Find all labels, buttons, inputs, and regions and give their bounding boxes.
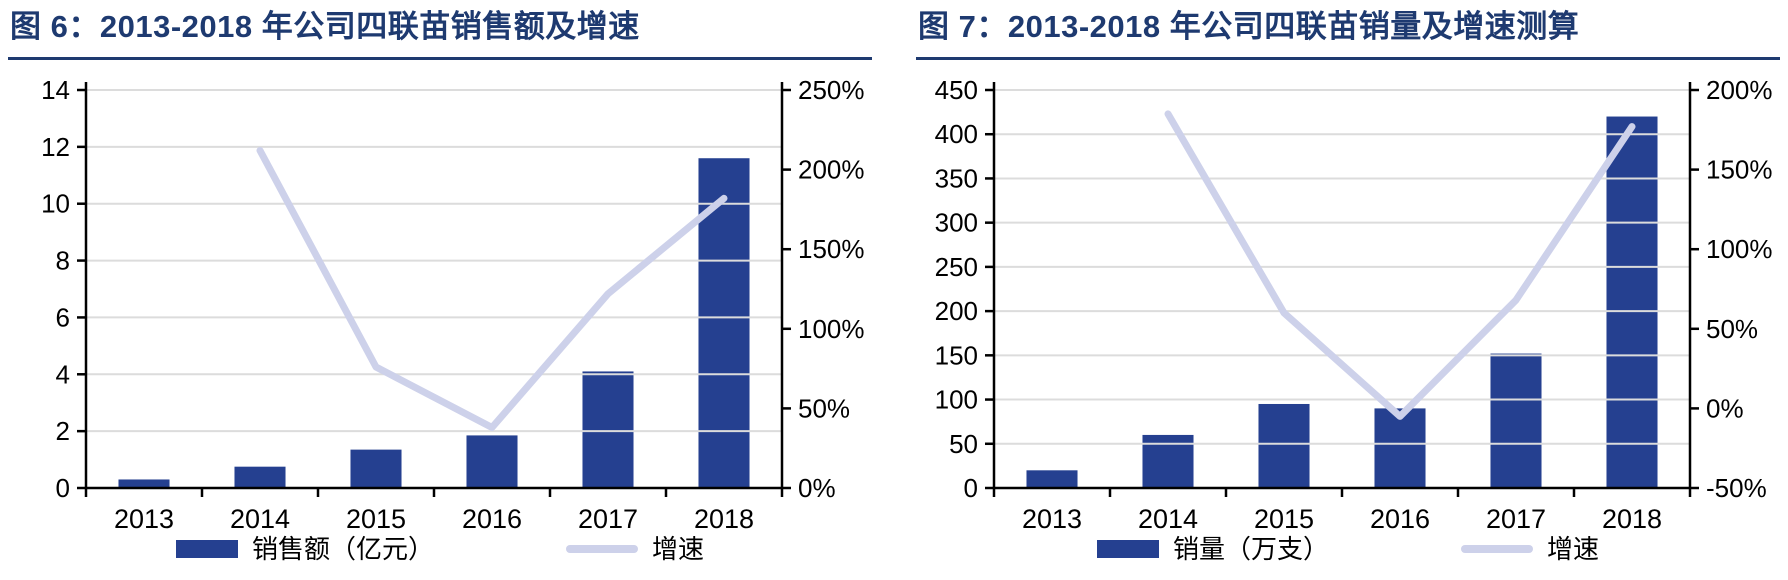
figure-7-chart-canvas: 0 50 100 150 200 250 300 350 400 450 -50% 0% 50% 100%… <box>935 75 1773 532</box>
axes: 0 50 100 150 200 250 300 350 400 450 -50% 0% 50% 100%… <box>935 75 1773 532</box>
legend-item-growth: 增速 <box>1461 534 1599 564</box>
legend-item-growth: 增速 <box>566 534 704 564</box>
axes: 0 2 4 6 8 10 12 14 0% 50% 100% 150% 200% 250% 2013 2014… <box>41 75 864 532</box>
svg-text:100%: 100% <box>1706 234 1773 264</box>
svg-text:12: 12 <box>41 132 70 162</box>
svg-text:200: 200 <box>935 296 978 326</box>
gridlines <box>86 89 782 433</box>
svg-text:6: 6 <box>56 302 70 332</box>
bar-legend-label: 销售额（亿元） <box>251 534 434 564</box>
svg-text:4: 4 <box>56 359 70 389</box>
svg-text:2015: 2015 <box>346 504 406 532</box>
bar-series <box>118 158 750 488</box>
growth-line-series <box>256 147 728 431</box>
report-figures-row: 图 6：2013-2018 年公司四联苗销售额及增速 0 2 4 6 8 10 12 14 0%… <box>8 4 1780 564</box>
figure-7-legend: 销量（万支） 增速 <box>916 534 1780 564</box>
svg-text:2018: 2018 <box>694 504 754 532</box>
bar-series <box>1026 116 1658 489</box>
svg-text:0: 0 <box>56 473 70 503</box>
svg-text:50%: 50% <box>798 393 850 423</box>
svg-text:2014: 2014 <box>230 504 290 532</box>
growth-line-series <box>1164 110 1636 420</box>
svg-text:250%: 250% <box>798 75 865 105</box>
svg-text:350: 350 <box>935 163 978 193</box>
svg-text:2017: 2017 <box>578 504 638 532</box>
svg-text:8: 8 <box>56 246 70 276</box>
svg-text:300: 300 <box>935 208 978 238</box>
svg-text:150: 150 <box>935 340 978 370</box>
svg-text:0%: 0% <box>1706 393 1744 423</box>
figure-7-title-underline <box>916 57 1780 60</box>
line-legend-swatch <box>1461 545 1533 553</box>
svg-text:250: 250 <box>935 252 978 282</box>
svg-text:14: 14 <box>41 75 70 105</box>
svg-text:450: 450 <box>935 75 978 105</box>
svg-text:2014: 2014 <box>1138 504 1198 532</box>
legend-item-sales: 销售额（亿元） <box>175 534 434 564</box>
svg-text:100%: 100% <box>798 314 865 344</box>
figure-6-panel: 图 6：2013-2018 年公司四联苗销售额及增速 0 2 4 6 8 10 12 14 0%… <box>8 4 872 564</box>
figure-6-legend: 销售额（亿元） 增速 <box>8 534 872 564</box>
svg-text:-50%: -50% <box>1706 473 1767 503</box>
bar-legend-swatch <box>175 540 238 558</box>
legend-item-volume: 销量（万支） <box>1096 534 1329 564</box>
line-legend-swatch <box>566 545 638 553</box>
svg-text:2017: 2017 <box>1486 504 1546 532</box>
svg-text:2018: 2018 <box>1602 504 1662 532</box>
svg-text:50: 50 <box>949 429 978 459</box>
line-legend-label: 增速 <box>652 534 705 564</box>
line-legend-label: 增速 <box>1547 534 1600 564</box>
svg-text:2015: 2015 <box>1254 504 1314 532</box>
figure-6-title: 图 6：2013-2018 年公司四联苗销售额及增速 <box>10 9 640 44</box>
svg-text:0: 0 <box>964 473 978 503</box>
svg-text:0%: 0% <box>798 473 836 503</box>
svg-text:2013: 2013 <box>114 504 174 532</box>
svg-text:2: 2 <box>56 416 70 446</box>
svg-text:10: 10 <box>41 189 70 219</box>
svg-text:200%: 200% <box>798 155 865 185</box>
figure-6-chart-canvas: 0 2 4 6 8 10 12 14 0% 50% 100% 150% 200% 250% 2013 2014… <box>41 75 864 532</box>
svg-text:200%: 200% <box>1706 75 1773 105</box>
figure-7-title: 图 7：2013-2018 年公司四联苗销量及增速测算 <box>918 9 1580 44</box>
svg-text:2013: 2013 <box>1022 504 1082 532</box>
figure-7-panel: 图 7：2013-2018 年公司四联苗销量及增速测算 0 50 100 150 200… <box>916 4 1780 564</box>
figure-6-title-underline <box>8 57 872 60</box>
svg-text:150%: 150% <box>1706 155 1773 185</box>
bar-legend-label: 销量（万支） <box>1172 534 1329 564</box>
gridlines <box>994 89 1690 445</box>
svg-text:100: 100 <box>935 385 978 415</box>
svg-text:50%: 50% <box>1706 314 1758 344</box>
svg-text:2016: 2016 <box>1370 504 1430 532</box>
bar-legend-swatch <box>1096 540 1159 558</box>
svg-text:150%: 150% <box>798 234 865 264</box>
svg-text:400: 400 <box>935 119 978 149</box>
svg-text:2016: 2016 <box>462 504 522 532</box>
